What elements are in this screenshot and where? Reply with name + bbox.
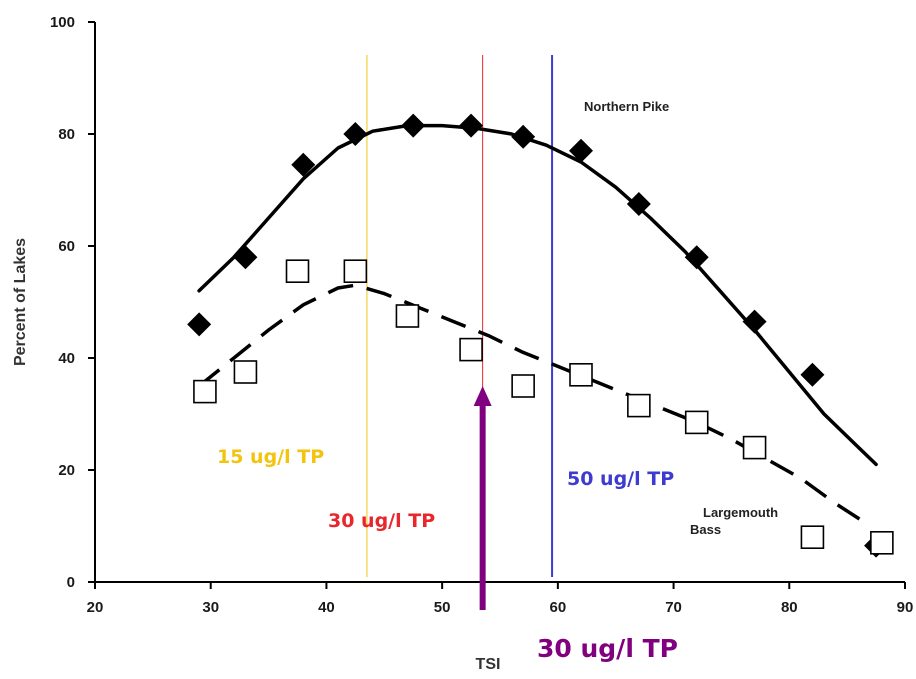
y-tick-label: 40 [58,350,75,367]
largemouth-bass-point [627,393,651,418]
largemouth-bass-point [742,435,767,460]
northern-pike-point [569,138,593,163]
fit-curve [198,283,872,528]
northern-pike-point [343,122,368,146]
series-label-largemouth: Largemouth [703,505,778,520]
x-tick-label: 60 [550,599,567,616]
largemouth-bass-point [684,410,709,435]
y-tick-label: 60 [58,238,75,255]
ref-label-50-tp: 50 ug/l TP [567,468,674,490]
x-tick-label: 40 [318,599,335,616]
northern-pike-point [511,124,536,149]
y-tick-label: 0 [67,574,75,591]
x-tick-label: 90 [897,599,914,616]
ref-label-15-tp: 15 ug/l TP [217,446,324,468]
x-tick-label: 70 [665,599,682,616]
ref-label-30-tp: 30 ug/l TP [328,510,435,532]
largemouth-bass-point [800,525,825,550]
northern-pike-point [800,362,825,387]
arrow-label-30-tp: 30 ug/l TP [537,634,678,663]
northern-pike-point [459,113,484,138]
largemouth-bass-point [193,379,217,404]
largemouth-bass-point [459,337,483,362]
northern-pike-point [187,312,212,337]
y-tick-label: 80 [58,126,75,143]
northern-pike-point [626,192,651,216]
x-tick-label: 50 [434,599,451,616]
series-label-northern-pike: Northern Pike [584,99,669,114]
largemouth-bass-point [870,530,894,555]
tsi-arrow [473,386,492,610]
y-tick-label: 100 [50,14,75,31]
axes: 0 20 40 60 80 100 20 30 40 50 60 70 80 90 [50,14,913,616]
data-points [187,113,894,558]
northern-pike-point [684,245,709,270]
fit-curve [197,123,878,467]
largemouth-bass-point [343,259,368,284]
northern-pike-point [291,152,316,177]
x-axis-title: TSI [476,656,501,673]
x-tick-label: 30 [202,599,219,616]
x-tick-label: 80 [781,599,798,616]
y-tick-label: 20 [58,462,75,479]
northern-pike-point [742,309,767,334]
largemouth-bass-point [395,304,420,328]
arrow-head [473,386,492,406]
northern-pike-point [233,245,258,270]
largemouth-bass-point [285,259,310,284]
largemouth-bass-point [569,362,593,387]
y-axis-title: Percent of Lakes [12,238,29,366]
x-tick-label: 20 [87,599,104,616]
largemouth-bass-point [511,374,535,398]
northern-pike-point [401,113,426,138]
series-label-bass: Bass [690,522,721,537]
largemouth-bass-point [233,360,258,384]
